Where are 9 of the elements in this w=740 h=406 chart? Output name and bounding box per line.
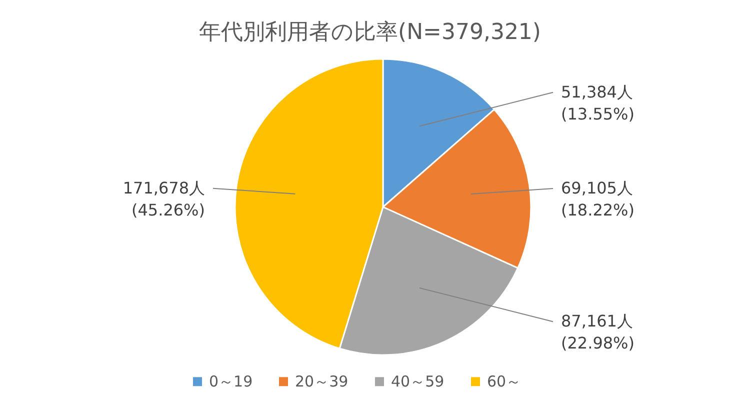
- data-label: 51,384人 (13.55%): [561, 82, 634, 124]
- data-label: 69,105人 (18.22%): [561, 178, 634, 220]
- data-label: 171,678人 (45.26%): [122, 178, 205, 220]
- legend-label: 40～59: [391, 372, 444, 391]
- chart-title: 年代別利用者の比率(N=379,321): [198, 20, 542, 45]
- legend-label: 0～19: [209, 372, 253, 391]
- legend-label: 60～: [487, 372, 522, 391]
- legend-label: 20～39: [295, 372, 348, 391]
- data-label: 87,161人 (22.98%): [561, 312, 634, 353]
